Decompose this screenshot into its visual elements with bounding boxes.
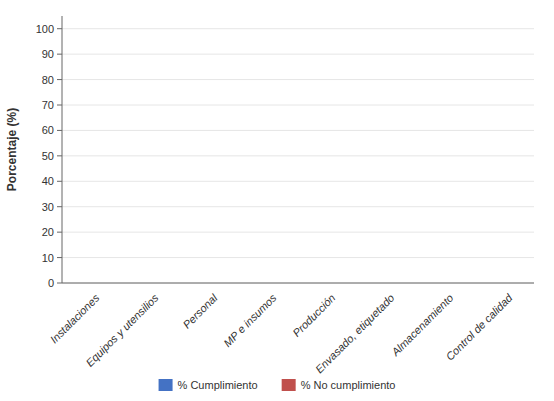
y-tick bbox=[57, 54, 62, 55]
y-axis-line bbox=[62, 16, 63, 283]
x-tick-label: Personal bbox=[180, 291, 220, 331]
y-tick-label: 90 bbox=[42, 48, 54, 60]
legend-item: % Cumplimiento bbox=[159, 379, 258, 391]
y-tick-label: 50 bbox=[42, 150, 54, 162]
legend-item: % No cumplimiento bbox=[282, 379, 396, 391]
x-axis: InstalacionesEquipos y utensilios Persona… bbox=[48, 283, 534, 375]
grid-line bbox=[62, 155, 534, 156]
y-axis: 0 10 20 30 40 50 60 70 80 90 100 bbox=[36, 16, 62, 289]
x-tick-label: Instalaciones bbox=[48, 291, 102, 345]
y-tick bbox=[57, 232, 62, 233]
legend-label: % No cumplimiento bbox=[301, 379, 396, 391]
grid-line bbox=[62, 105, 534, 106]
y-tick bbox=[57, 105, 62, 106]
chart: 0 10 20 30 40 50 60 70 80 90 100 Porcentaje (%) Inst… bbox=[0, 0, 554, 401]
y-tick bbox=[57, 206, 62, 207]
y-tick-label: 30 bbox=[42, 201, 54, 213]
y-tick bbox=[57, 79, 62, 80]
y-tick-label: 20 bbox=[42, 226, 54, 238]
y-axis-label: Porcentaje (%) bbox=[5, 108, 19, 191]
x-tick-label: Almacenamiento bbox=[388, 292, 455, 359]
grid-line bbox=[62, 232, 534, 233]
y-tick-label: 80 bbox=[42, 74, 54, 86]
legend-label: % Cumplimiento bbox=[178, 379, 258, 391]
y-tick-label: 70 bbox=[42, 99, 54, 111]
x-tick-label: Producción bbox=[290, 292, 337, 339]
x-tick-label: MP e insumos bbox=[221, 291, 279, 349]
grid-line bbox=[62, 283, 534, 284]
y-tick bbox=[57, 283, 62, 284]
legend-swatch bbox=[159, 379, 173, 391]
grid-line bbox=[62, 206, 534, 207]
y-tick bbox=[57, 181, 62, 182]
x-tick-label: Envasado, etiquetado bbox=[313, 292, 397, 376]
grid-line bbox=[62, 181, 534, 182]
y-tick bbox=[57, 28, 62, 29]
grid-line bbox=[62, 257, 534, 258]
grid-line bbox=[62, 130, 534, 131]
y-tick-label: 10 bbox=[42, 252, 54, 264]
y-tick-label: 40 bbox=[42, 175, 54, 187]
grid-line bbox=[62, 28, 534, 29]
y-tick-label: 100 bbox=[36, 23, 54, 35]
grid-line bbox=[62, 54, 534, 55]
y-tick-label: 60 bbox=[42, 124, 54, 136]
x-tick-label: Control de calidad bbox=[443, 291, 515, 363]
y-tick bbox=[57, 257, 62, 258]
legend-swatch bbox=[282, 379, 296, 391]
y-tick bbox=[57, 155, 62, 156]
x-tick-label: Equipos y utensilios bbox=[83, 291, 161, 369]
chart-container: 0 10 20 30 40 50 60 70 80 90 100 Porcentaje (%) Inst… bbox=[0, 0, 554, 401]
y-tick bbox=[57, 130, 62, 131]
legend: % Cumplimiento % No cumplimiento bbox=[159, 379, 396, 391]
y-grid bbox=[62, 29, 534, 283]
grid-line bbox=[62, 79, 534, 80]
x-axis-line bbox=[62, 283, 534, 284]
y-tick-label: 0 bbox=[48, 277, 54, 289]
